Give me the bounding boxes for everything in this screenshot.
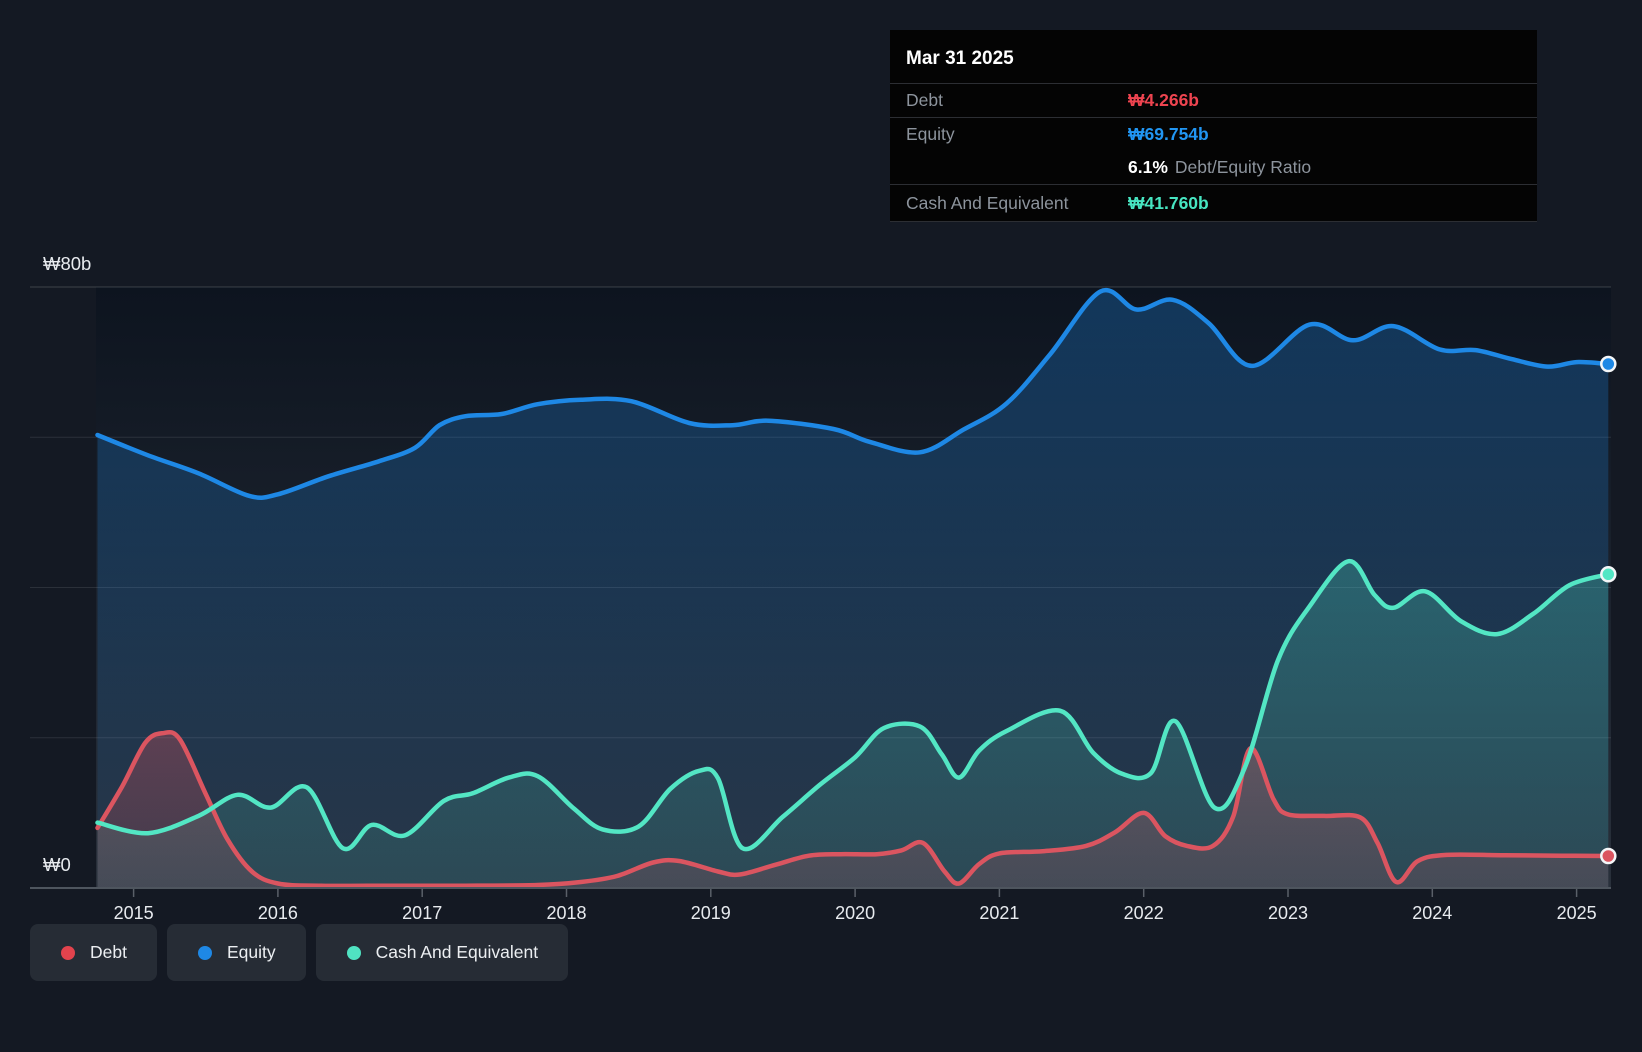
tooltip-row-cash: Cash And Equivalent ₩41.760b <box>890 184 1537 222</box>
chart-legend: Debt Equity Cash And Equivalent <box>30 924 569 981</box>
legend-cash-label: Cash And Equivalent <box>375 942 539 962</box>
equity-line[interactable] <box>95 287 1611 501</box>
legend-item-cash[interactable]: Cash And Equivalent <box>315 924 569 981</box>
debt-endpoint-marker[interactable] <box>1600 847 1617 865</box>
x-label-2024: 2024 <box>1412 903 1452 923</box>
cash-and-equivalent-area <box>97 561 1609 888</box>
legend-debt-label: Debt <box>90 942 127 962</box>
legend-equity-label: Equity <box>226 942 276 962</box>
legend-item-debt[interactable]: Debt <box>30 924 157 981</box>
tooltip-equity-label: Equity <box>906 124 955 144</box>
tooltip-cash-label: Cash And Equivalent <box>906 192 1069 213</box>
equity-area <box>97 290 1609 888</box>
x-label-2015: 2015 <box>114 903 154 923</box>
x-label-2016: 2016 <box>258 903 298 923</box>
equity-endpoint-marker[interactable] <box>1600 355 1617 373</box>
legend-item-equity[interactable]: Equity <box>166 924 306 981</box>
cash-and-equivalent-line[interactable] <box>95 558 1611 852</box>
x-label-2020: 2020 <box>835 903 875 923</box>
y-label-0b: ₩0 <box>43 854 71 875</box>
cash-series-dot-icon <box>346 945 361 960</box>
x-label-2023: 2023 <box>1268 903 1308 923</box>
x-label-2019: 2019 <box>691 903 731 923</box>
tooltip-ratio-label: Debt/Equity Ratio <box>1174 157 1312 177</box>
tooltip-row-debt: Debt ₩4.266b <box>890 83 1537 117</box>
x-label-2022: 2022 <box>1124 903 1164 923</box>
tooltip-row-ratio: 6.1% Debt/Equity Ratio <box>890 151 1537 184</box>
chart-tooltip: Mar 31 2025 Debt ₩4.266b Equity ₩69.754b… <box>890 30 1537 222</box>
x-label-2017: 2017 <box>402 903 442 923</box>
debt-line[interactable] <box>95 729 1611 889</box>
x-label-2021: 2021 <box>979 903 1019 923</box>
debt-area <box>97 732 1609 888</box>
tooltip-debt-value: ₩4.266b <box>1128 90 1199 110</box>
tooltip-date: Mar 31 2025 <box>906 48 1014 69</box>
cash-and-equivalent-endpoint-marker[interactable] <box>1600 566 1617 583</box>
tooltip-row-equity: Equity ₩69.754b <box>890 117 1537 151</box>
tooltip-debt-label: Debt <box>906 90 943 110</box>
tooltip-equity-value: ₩69.754b <box>1128 124 1209 144</box>
x-label-2018: 2018 <box>546 903 586 923</box>
x-label-2025: 2025 <box>1557 903 1597 923</box>
y-label-80b: ₩80b <box>43 253 91 274</box>
tooltip-cash-value: ₩41.760b <box>1128 192 1209 213</box>
debt-series-dot-icon <box>61 945 75 960</box>
tooltip-ratio-value: 6.1% <box>1128 157 1168 177</box>
equity-series-dot-icon <box>197 945 212 960</box>
